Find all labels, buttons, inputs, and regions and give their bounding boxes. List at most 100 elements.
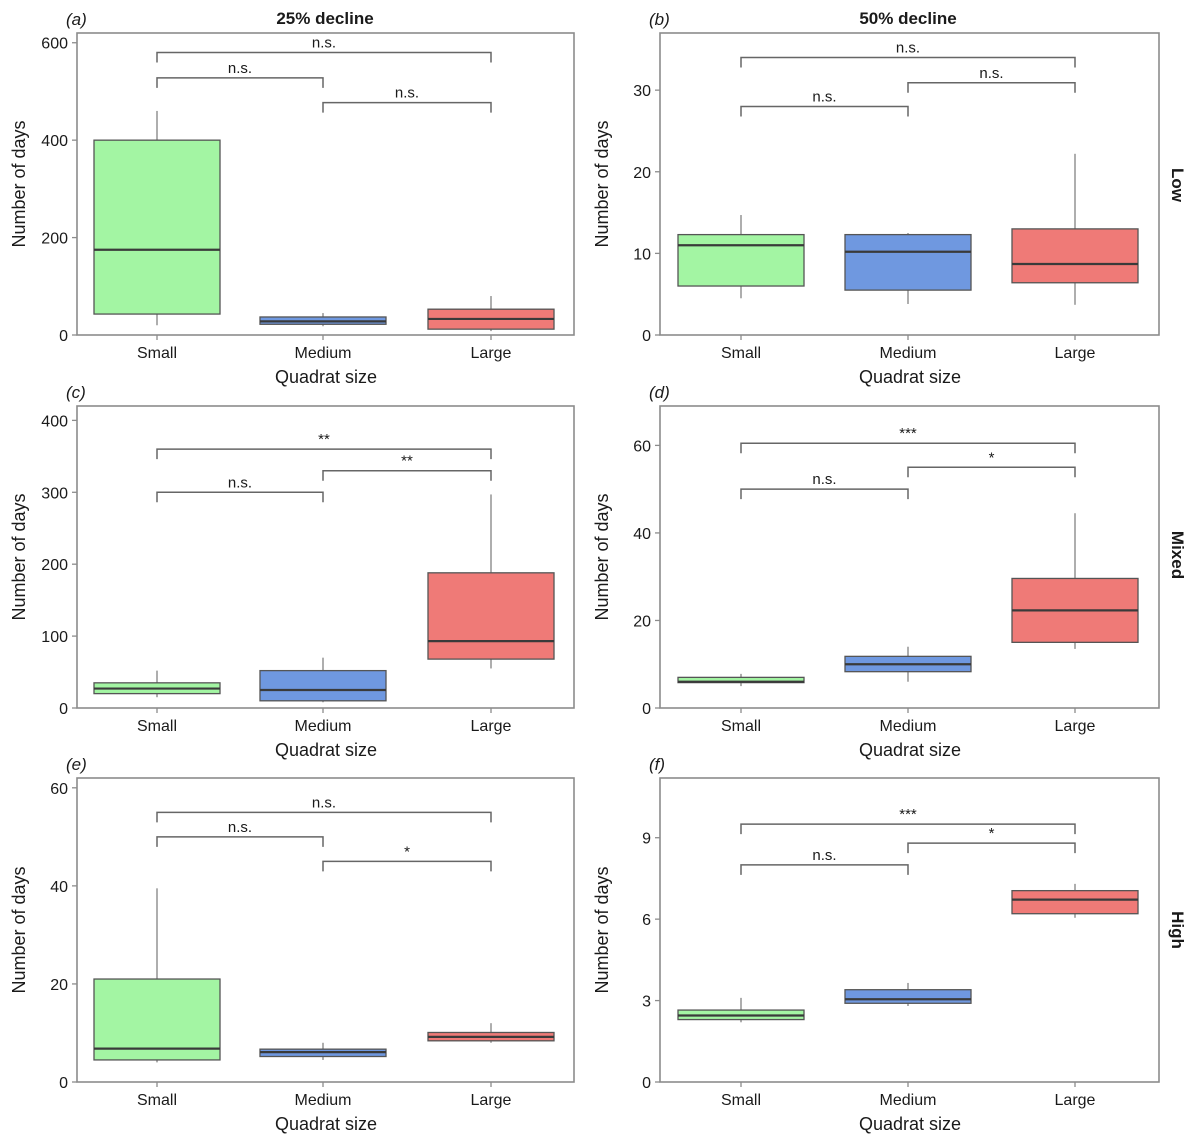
significance-label: n.s.	[228, 819, 252, 836]
y-tick-label: 3	[642, 994, 651, 1011]
box-medium	[259, 657, 387, 703]
box-large	[427, 1023, 555, 1043]
significance-label: n.s.	[228, 60, 252, 77]
significance-label: n.s.	[896, 39, 920, 56]
significance-bracket: n.s.	[156, 60, 324, 88]
box-iqr	[1011, 228, 1139, 284]
box-small	[677, 997, 805, 1023]
significance-bracket: *	[907, 449, 1076, 478]
box-small	[93, 888, 221, 1063]
row-title-low: Low	[1168, 168, 1187, 203]
significance-label: **	[401, 453, 413, 470]
panel-c: (c) 0 100 200 300 400 Number of days Small Mediu…	[9, 383, 575, 760]
significance-label: n.s.	[312, 794, 336, 811]
x-tick-label: Medium	[295, 1092, 352, 1109]
significance-label: n.s.	[812, 847, 836, 864]
y-tick-label: 20	[50, 977, 68, 994]
column-titles: 25% decline 50% decline	[276, 9, 956, 28]
box-medium	[259, 313, 387, 327]
significance-bracket: *	[322, 843, 492, 872]
y-tick-label: 30	[633, 83, 651, 100]
panel-label: (d)	[649, 383, 670, 402]
y-tick-label: 600	[41, 36, 68, 53]
y-tick-label: 0	[59, 1075, 68, 1092]
significance-bracket: ***	[740, 425, 1076, 454]
significance-label: n.s.	[812, 88, 836, 105]
y-tick-label: 9	[642, 831, 651, 848]
x-tick-label: Large	[471, 718, 512, 735]
significance-label: **	[318, 431, 330, 448]
significance-label: n.s.	[979, 65, 1003, 82]
significance-label: *	[989, 449, 995, 466]
bracket-line	[740, 488, 909, 500]
box-small	[677, 673, 805, 687]
y-tick-label: 200	[41, 231, 68, 248]
plot-frame	[659, 405, 1160, 709]
significance-label: n.s.	[395, 85, 419, 102]
row-title-mixed: Mixed	[1168, 531, 1187, 579]
x-tick-label: Large	[1055, 1092, 1096, 1109]
y-tick-label: 100	[41, 629, 68, 646]
significance-bracket: n.s.	[740, 471, 909, 500]
x-tick-label: Medium	[880, 345, 937, 362]
panel-label: (a)	[66, 10, 87, 29]
box-iqr	[93, 139, 221, 315]
box-medium	[844, 232, 972, 304]
bracket-line	[322, 469, 492, 481]
significance-bracket: n.s.	[156, 794, 492, 823]
significance-bracket: ***	[740, 806, 1076, 835]
bracket-line	[740, 105, 909, 117]
y-axis-label: Number of days	[592, 866, 612, 993]
y-tick-label: 60	[50, 781, 68, 798]
y-tick-label: 0	[642, 1075, 651, 1092]
row-titles: Low Mixed High	[1168, 168, 1187, 949]
x-tick-label: Large	[1055, 718, 1096, 735]
panel-d: (d) 0 20 40 60 Number of days Small Medium Large…	[592, 383, 1160, 760]
significance-bracket: n.s.	[322, 85, 492, 113]
x-tick-label: Small	[721, 1092, 761, 1109]
plot-frame	[76, 32, 575, 336]
y-axis-label: Number of days	[9, 866, 29, 993]
plot-frame	[659, 32, 1160, 336]
panel-a: (a) 0 200 400 600 Number of days Small Medium La…	[9, 10, 575, 387]
box-large	[427, 296, 555, 332]
bracket-line	[907, 82, 1076, 93]
y-axis-label: Number of days	[592, 120, 612, 247]
x-tick-label: Large	[1055, 345, 1096, 362]
y-tick-label: 60	[633, 438, 651, 455]
significance-bracket: **	[322, 453, 492, 481]
y-tick-label: 40	[633, 526, 651, 543]
box-medium	[844, 982, 972, 1006]
x-axis-label: Quadrat size	[275, 1114, 377, 1134]
box-iqr	[677, 233, 805, 287]
box-iqr	[93, 978, 221, 1061]
significance-bracket: **	[156, 431, 492, 460]
box-iqr	[1011, 889, 1139, 915]
box-medium	[844, 646, 972, 682]
y-tick-label: 10	[633, 246, 651, 263]
x-axis-label: Quadrat size	[275, 367, 377, 387]
panel-f: (f) 0 3 6 9 Number of days Small Medium Large Qua…	[592, 755, 1160, 1134]
box-large	[1011, 153, 1139, 305]
significance-bracket: n.s.	[907, 65, 1076, 93]
box-iqr	[844, 233, 972, 291]
bracket-line	[740, 823, 1076, 835]
significance-label: ***	[899, 806, 917, 823]
y-tick-label: 300	[41, 485, 68, 502]
x-tick-label: Large	[471, 1092, 512, 1109]
significance-label: n.s.	[312, 34, 336, 51]
significance-bracket: n.s.	[740, 847, 909, 875]
x-tick-label: Medium	[295, 345, 352, 362]
significance-bracket: n.s.	[156, 474, 324, 503]
x-axis-label: Quadrat size	[859, 740, 961, 760]
panel-label: (c)	[66, 383, 86, 402]
significance-bracket: n.s.	[740, 88, 909, 117]
x-tick-label: Medium	[295, 718, 352, 735]
bracket-line	[907, 842, 1076, 854]
row-title-high: High	[1168, 911, 1187, 949]
significance-label: *	[404, 843, 410, 860]
bracket-line	[156, 77, 324, 88]
box-large	[1011, 513, 1139, 649]
significance-label: n.s.	[812, 471, 836, 488]
